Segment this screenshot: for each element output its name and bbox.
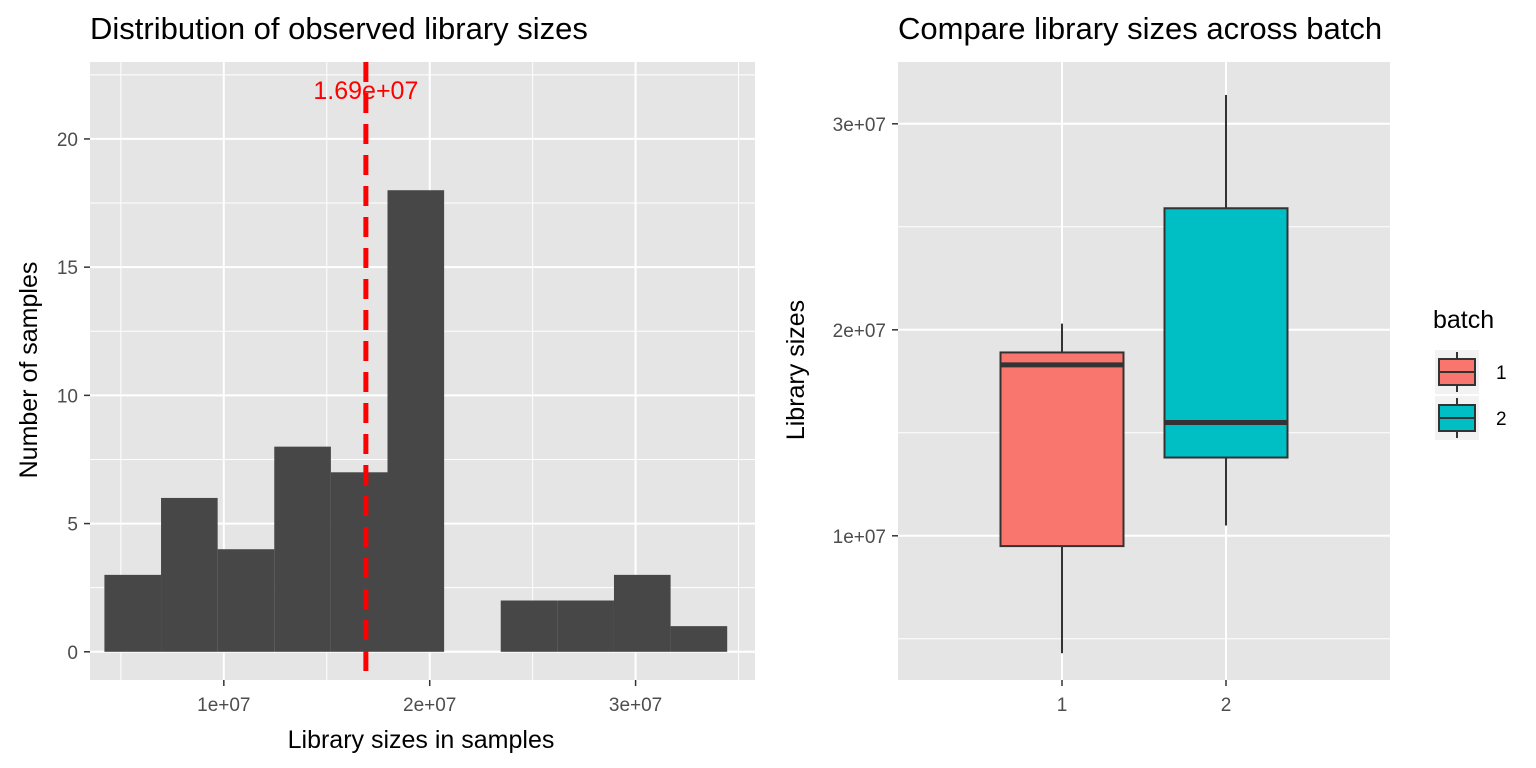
histogram-bar	[387, 190, 445, 652]
legend-title: batch	[1433, 306, 1494, 334]
boxplot-x-tick-label: 1	[1057, 695, 1068, 716]
boxplot-y-tick-label: 1e+07	[833, 527, 886, 548]
boxplot-box	[999, 351, 1125, 548]
boxplot-y-tick-label: 3e+07	[833, 115, 886, 136]
histogram-bar	[670, 626, 728, 652]
histogram-bar	[161, 497, 218, 652]
legend-item-label: 2	[1496, 409, 1507, 430]
boxplot-chart: Compare library sizes across batch 1 2 1e+…	[782, 11, 1507, 716]
legend-item-label: 1	[1496, 363, 1507, 384]
histogram-bar	[557, 600, 614, 652]
histogram-bar	[330, 472, 388, 652]
mean-reference-label: 1.69e+07	[313, 77, 418, 105]
histogram-y-tick-label: 10	[57, 386, 78, 407]
histogram-bar	[104, 574, 162, 652]
boxplot-x-tick-label: 2	[1221, 695, 1232, 716]
histogram-x-tick-label: 3e+07	[609, 695, 662, 716]
histogram-y-axis-title: Number of samples	[15, 262, 43, 479]
histogram-bar	[217, 549, 275, 652]
histogram-x-tick-label: 2e+07	[403, 695, 456, 716]
boxplot-panel: 1 2 1e+07 2e+07 3e+07	[833, 62, 1390, 716]
histogram-bar	[500, 600, 558, 652]
histogram-y-tick-label: 5	[67, 515, 78, 536]
histogram-title: Distribution of observed library sizes	[90, 11, 588, 46]
histogram-x-axis-title: Library sizes in samples	[288, 726, 555, 754]
histogram-y-tick-label: 0	[67, 643, 78, 664]
histogram-y-tick-label: 20	[57, 130, 78, 151]
histogram-bar	[613, 574, 671, 652]
boxplot-title: Compare library sizes across batch	[898, 11, 1382, 46]
legend: batch 1 2	[1433, 306, 1507, 440]
histogram-bar	[274, 446, 331, 652]
boxplot-y-tick-label: 2e+07	[833, 321, 886, 342]
boxplot-y-axis-title: Library sizes	[782, 300, 810, 440]
histogram-y-tick-label: 15	[57, 258, 78, 279]
boxplot-panel-background	[898, 62, 1390, 680]
histogram-x-tick-label: 1e+07	[197, 695, 250, 716]
histogram-chart: Distribution of observed library sizes 1…	[15, 11, 755, 754]
boxplot-box	[1163, 207, 1289, 459]
histogram-panel: 1.69e+07 1e+07 2e+07 3e+07 0 5 10 15 20	[57, 62, 755, 716]
